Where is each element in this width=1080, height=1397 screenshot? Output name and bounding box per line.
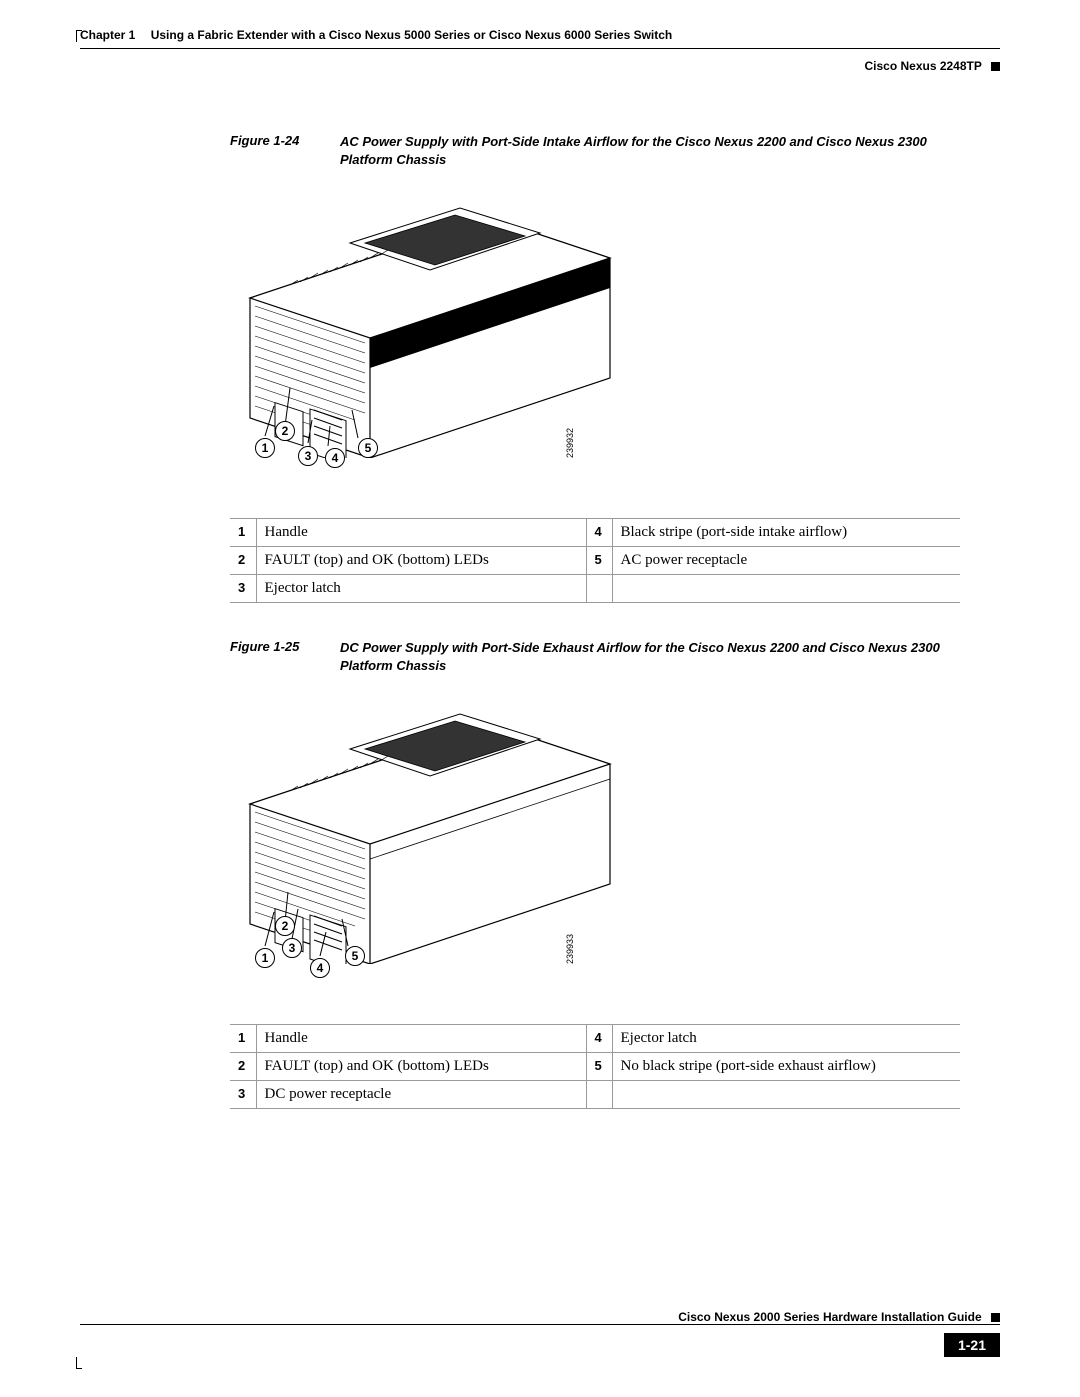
cell-desc: Ejector latch bbox=[256, 575, 586, 603]
running-head: Chapter 1 Using a Fabric Extender with a… bbox=[80, 28, 1000, 42]
callout-table-24: 1 Handle 4 Black stripe (port-side intak… bbox=[230, 518, 960, 603]
table-row: 1 Handle 4 Ejector latch bbox=[230, 1025, 960, 1053]
section-heading: Cisco Nexus 2248TP bbox=[80, 59, 1000, 73]
square-bullet-icon bbox=[991, 62, 1000, 71]
image-number: 239932 bbox=[565, 428, 575, 458]
crop-mark-bottom-left bbox=[76, 1357, 82, 1369]
cell-num: 5 bbox=[586, 547, 612, 575]
callout-1: 1 bbox=[255, 438, 275, 458]
cell-num: 5 bbox=[586, 1053, 612, 1081]
cell-num: 3 bbox=[230, 575, 256, 603]
cell-desc: FAULT (top) and OK (bottom) LEDs bbox=[256, 547, 586, 575]
cell-empty bbox=[612, 575, 960, 603]
figure-title: AC Power Supply with Port-Side Intake Ai… bbox=[340, 133, 960, 168]
cell-desc: Black stripe (port-side intake airflow) bbox=[612, 519, 960, 547]
cell-desc: Handle bbox=[256, 519, 586, 547]
table-row: 3 Ejector latch bbox=[230, 575, 960, 603]
cell-num: 4 bbox=[586, 1025, 612, 1053]
cell-desc: FAULT (top) and OK (bottom) LEDs bbox=[256, 1053, 586, 1081]
square-bullet-icon bbox=[991, 1313, 1000, 1322]
image-number: 239933 bbox=[565, 934, 575, 964]
callout-5: 5 bbox=[358, 438, 378, 458]
cell-desc: AC power receptacle bbox=[612, 547, 960, 575]
figure-caption: Figure 1-24 AC Power Supply with Port-Si… bbox=[230, 133, 960, 168]
cell-desc: No black stripe (port-side exhaust airfl… bbox=[612, 1053, 960, 1081]
table-row: 2 FAULT (top) and OK (bottom) LEDs 5 AC … bbox=[230, 547, 960, 575]
cell-num: 3 bbox=[230, 1081, 256, 1109]
callout-2: 2 bbox=[275, 421, 295, 441]
cell-desc: Handle bbox=[256, 1025, 586, 1053]
figure-diagram-25: 1 2 3 4 5 239933 bbox=[230, 694, 1000, 984]
figure-caption: Figure 1-25 DC Power Supply with Port-Si… bbox=[230, 639, 960, 674]
cell-empty bbox=[586, 575, 612, 603]
cell-num: 1 bbox=[230, 519, 256, 547]
callout-4: 4 bbox=[310, 958, 330, 978]
cell-desc: DC power receptacle bbox=[256, 1081, 586, 1109]
callout-1: 1 bbox=[255, 948, 275, 968]
crop-mark-top-left bbox=[76, 30, 82, 42]
cell-num: 1 bbox=[230, 1025, 256, 1053]
psu-ac-illustration bbox=[230, 188, 620, 458]
cell-desc: Ejector latch bbox=[612, 1025, 960, 1053]
chapter-label: Chapter 1 bbox=[80, 28, 135, 42]
callout-4: 4 bbox=[325, 448, 345, 468]
page: Chapter 1 Using a Fabric Extender with a… bbox=[80, 30, 1000, 1357]
callout-3: 3 bbox=[298, 446, 318, 466]
figure-label: Figure 1-25 bbox=[230, 639, 340, 674]
table-row: 1 Handle 4 Black stripe (port-side intak… bbox=[230, 519, 960, 547]
table-row: 2 FAULT (top) and OK (bottom) LEDs 5 No … bbox=[230, 1053, 960, 1081]
cell-empty bbox=[586, 1081, 612, 1109]
cell-num: 2 bbox=[230, 1053, 256, 1081]
header-rule bbox=[80, 48, 1000, 49]
chapter-title: Using a Fabric Extender with a Cisco Nex… bbox=[151, 28, 673, 42]
cell-empty bbox=[612, 1081, 960, 1109]
table-row: 3 DC power receptacle bbox=[230, 1081, 960, 1109]
guide-title: Cisco Nexus 2000 Series Hardware Install… bbox=[678, 1310, 981, 1324]
figure-title: DC Power Supply with Port-Side Exhaust A… bbox=[340, 639, 960, 674]
cell-num: 2 bbox=[230, 547, 256, 575]
guide-title-row: Cisco Nexus 2000 Series Hardware Install… bbox=[80, 1310, 1000, 1324]
callout-table-25: 1 Handle 4 Ejector latch 2 FAULT (top) a… bbox=[230, 1024, 960, 1109]
figure-label: Figure 1-24 bbox=[230, 133, 340, 168]
section-text: Cisco Nexus 2248TP bbox=[864, 59, 981, 73]
page-number: 1-21 bbox=[944, 1333, 1000, 1357]
figure-diagram-24: 1 2 3 4 5 239932 bbox=[230, 188, 1000, 478]
page-footer: Cisco Nexus 2000 Series Hardware Install… bbox=[80, 1310, 1000, 1357]
cell-num: 4 bbox=[586, 519, 612, 547]
